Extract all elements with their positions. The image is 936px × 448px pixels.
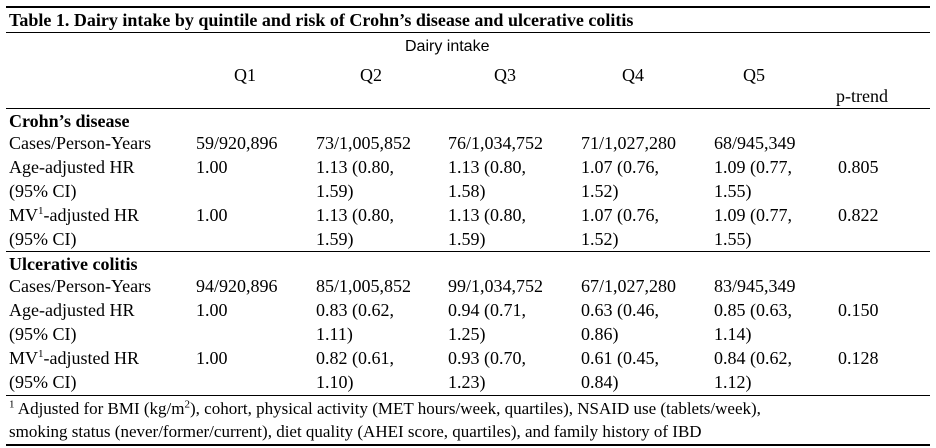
cell-value: 0.86) (581, 324, 619, 344)
section-rule (6, 251, 930, 252)
cell-value: 94/920,896 (196, 276, 278, 296)
row-label-age-adjusted: Age-adjusted HR (9, 300, 135, 320)
cell-value: 1.58) (448, 181, 486, 201)
cell-value: 85/1,005,852 (316, 276, 412, 296)
cell-value: 0.83 (0.62, (316, 300, 394, 320)
cell-value: 1.00 (196, 157, 228, 177)
bottom-rule (6, 444, 930, 446)
ptrend-value: 0.128 (838, 348, 879, 368)
cell-value: 0.84) (581, 372, 619, 392)
cell-value: 76/1,034,752 (448, 133, 544, 153)
cell-value: 1.52) (581, 181, 619, 201)
row-label-ci: (95% CI) (9, 181, 77, 201)
cell-value: 0.63 (0.46, (581, 300, 659, 320)
cell-value: 1.07 (0.76, (581, 205, 659, 225)
cell-value: 68/945,349 (714, 133, 796, 153)
row-label-cases: Cases/Person-Years (9, 133, 152, 153)
cell-value: 1.25) (448, 324, 486, 344)
row-label-mv-adjusted: MV1-adjusted HR (9, 205, 139, 225)
row-label-mv-adjusted: MV1-adjusted HR (9, 348, 139, 368)
section-title-crohns: Crohn’s disease (9, 111, 130, 131)
cell-value: 0.61 (0.45, (581, 348, 659, 368)
top-rule (6, 6, 930, 8)
cell-value: 1.59) (316, 229, 354, 249)
dairy-intake-header: Dairy intake (405, 38, 490, 55)
table-title: Table 1. Dairy intake by quintile and ri… (9, 10, 634, 30)
row-label-cases: Cases/Person-Years (9, 276, 152, 296)
ptrend-value: 0.150 (838, 300, 879, 320)
cell-value: 1.09 (0.77, (714, 157, 792, 177)
col-header-ptrend: p-trend (836, 86, 888, 106)
cell-value: 71/1,027,280 (581, 133, 677, 153)
cell-value: 1.11) (316, 324, 353, 344)
cell-value: 1.52) (581, 229, 619, 249)
cell-value: 1.55) (714, 181, 752, 201)
cell-value: 1.13 (0.80, (316, 205, 394, 225)
cell-value: 73/1,005,852 (316, 133, 412, 153)
row-label-age-adjusted: Age-adjusted HR (9, 157, 135, 177)
cell-value: 1.59) (448, 229, 486, 249)
cell-value: 0.84 (0.62, (714, 348, 792, 368)
cell-value: 1.00 (196, 205, 228, 225)
cell-value: 1.00 (196, 300, 228, 320)
cell-value: 1.14) (714, 324, 752, 344)
cell-value: 1.10) (316, 372, 354, 392)
col-header-q5: Q5 (743, 65, 765, 85)
cell-value: 59/920,896 (196, 133, 278, 153)
cell-value: 1.12) (714, 372, 752, 392)
cell-value: 0.85 (0.63, (714, 300, 792, 320)
ptrend-value: 0.805 (838, 157, 879, 177)
col-header-q2: Q2 (360, 65, 382, 85)
cell-value: 0.94 (0.71, (448, 300, 526, 320)
col-header-q1: Q1 (234, 65, 256, 85)
cell-value: 1.59) (316, 181, 354, 201)
cell-value: 1.07 (0.76, (581, 157, 659, 177)
cell-value: 0.93 (0.70, (448, 348, 526, 368)
cell-value: 1.13 (0.80, (316, 157, 394, 177)
cell-value: 99/1,034,752 (448, 276, 544, 296)
footnote-line-1: 1 Adjusted for BMI (kg/m2), cohort, phys… (9, 398, 761, 418)
row-label-ci: (95% CI) (9, 229, 77, 249)
footnote-rule (6, 395, 930, 396)
cell-value: 0.82 (0.61, (316, 348, 394, 368)
cell-value: 1.55) (714, 229, 752, 249)
cell-value: 83/945,349 (714, 276, 796, 296)
title-rule (6, 32, 930, 33)
header-rule (6, 108, 930, 109)
cell-value: 1.00 (196, 348, 228, 368)
col-header-q4: Q4 (622, 65, 644, 85)
row-label-ci: (95% CI) (9, 372, 77, 392)
section-title-ulcerative-colitis: Ulcerative colitis (9, 254, 138, 274)
cell-value: 1.13 (0.80, (448, 205, 526, 225)
cell-value: 1.09 (0.77, (714, 205, 792, 225)
cell-value: 1.13 (0.80, (448, 157, 526, 177)
col-header-q3: Q3 (494, 65, 516, 85)
footnote-line-2: smoking status (never/former/current), d… (9, 422, 702, 441)
ptrend-value: 0.822 (838, 205, 879, 225)
cell-value: 1.23) (448, 372, 486, 392)
cell-value: 67/1,027,280 (581, 276, 677, 296)
row-label-ci: (95% CI) (9, 324, 77, 344)
